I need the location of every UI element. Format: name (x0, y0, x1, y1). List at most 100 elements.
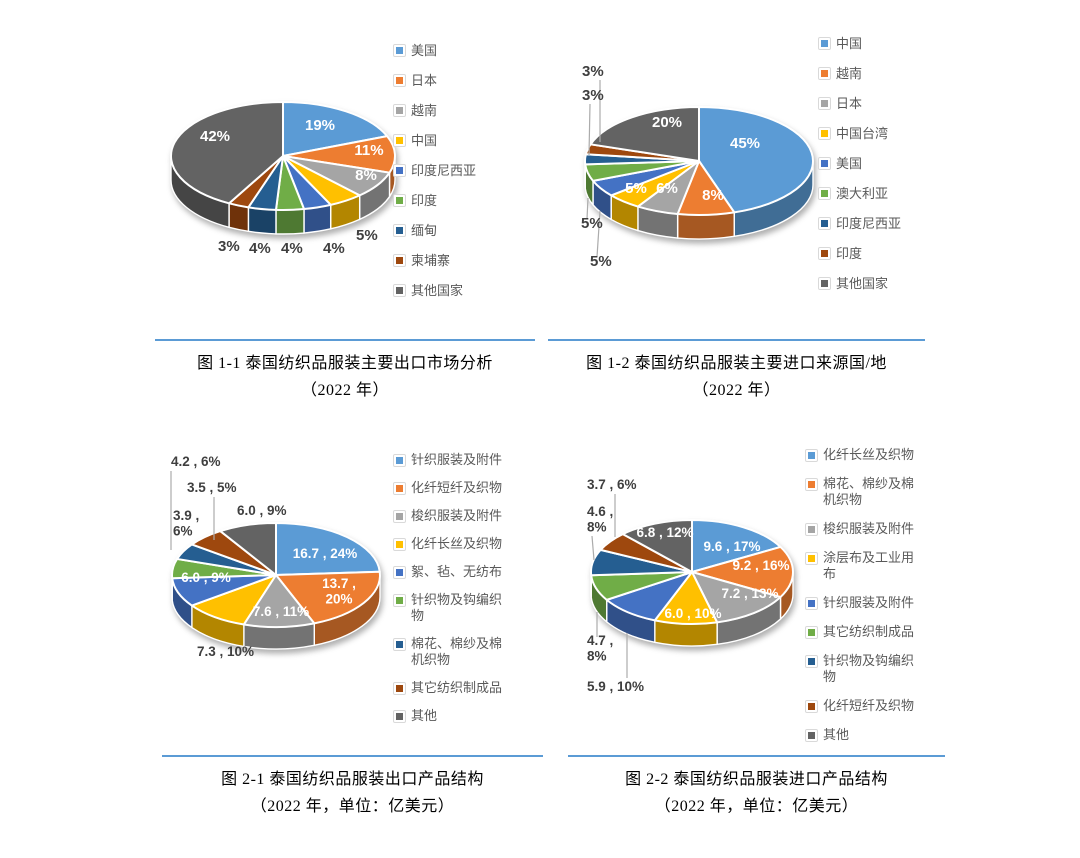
legend-key-icon (805, 478, 818, 491)
caption-subtitle: （2022 年，单位：亿美元） (250, 798, 455, 815)
legend-item: 日本 (393, 72, 523, 89)
legend-swatch (396, 167, 403, 174)
slice-label: 3% (582, 87, 604, 104)
slice-label: 3% (582, 63, 604, 80)
slice-label: 3% (218, 238, 240, 255)
legend-swatch (396, 137, 403, 144)
legend-key-icon (393, 164, 406, 177)
legend-item: 针织服装及附件 (393, 452, 507, 468)
legend-key-icon (393, 224, 406, 237)
legend-swatch (396, 257, 403, 264)
slice-label: 5% (625, 180, 647, 197)
slice-label: 13.7 , 20% (322, 576, 356, 607)
figure-1-1-chart-area: 19% 11% 8% 5% 4% 4% 4% 3% 42% 美国 日本 越南 中国 印度尼西亚 印度 缅甸柬… (140, 28, 555, 333)
legend-item: 其他 (805, 727, 919, 743)
caption-subtitle: （2022 年，单位：亿美元） (654, 798, 859, 815)
legend-swatch (821, 70, 828, 77)
legend-item: 针织服装及附件 (805, 595, 919, 611)
legend-item: 美国 (818, 155, 948, 172)
slice-label: 19% (305, 117, 335, 134)
legend-key-icon (393, 194, 406, 207)
legend-swatch (821, 130, 828, 137)
legend-key-icon (805, 729, 818, 742)
leader-line (596, 210, 601, 258)
legend-label: 针织服装及附件 (411, 452, 503, 467)
slice-label: 42% (200, 128, 230, 145)
legend-label: 针织物及钩编织物 (823, 653, 915, 684)
legend-label: 其它纺织制成品 (823, 624, 915, 639)
legend-label: 化纤短纤及织物 (411, 480, 503, 495)
legend-label: 针织服装及附件 (823, 595, 915, 610)
legend-item: 印度 (818, 245, 948, 262)
legend-swatch (821, 190, 828, 197)
legend-key-icon (393, 682, 406, 695)
legend-label: 日本 (411, 73, 438, 88)
pie-slice-side (676, 211, 735, 240)
legend-item: 越南 (818, 65, 948, 82)
pie-slice (621, 519, 693, 573)
legend-key-icon (393, 74, 406, 87)
legend-key-icon (393, 510, 406, 523)
slice-label: 7.6 , 11% (253, 604, 309, 619)
slice-label: 5% (590, 253, 612, 270)
figure-caption-1-2: 图 1-2 泰国纺织品服装主要进口来源国/地 （2022 年） (548, 339, 925, 404)
legend-key-icon (818, 67, 831, 80)
legend-item: 梭织服装及附件 (393, 508, 507, 524)
legend-swatch (808, 600, 815, 607)
legend-key-icon (805, 655, 818, 668)
legend-item: 澳大利亚 (818, 185, 948, 202)
caption-title: 图 2-2 泰国纺织品服装进口产品结构 (625, 771, 888, 788)
pie-slice (698, 106, 814, 214)
slice-label: 4% (249, 240, 271, 257)
legend-item: 柬埔寨 (393, 252, 523, 269)
slice-label: 7.3 , 10% (197, 644, 254, 659)
legend-label: 美国 (836, 156, 863, 171)
legend-item: 化纤长丝及织物 (805, 447, 919, 463)
legend-swatch (808, 555, 815, 562)
legend-label: 其他 (411, 708, 438, 723)
pie-slice (282, 101, 389, 157)
legend-item: 美国 (393, 42, 523, 59)
slice-label: 7.2 , 13% (721, 586, 778, 601)
legend-label: 越南 (411, 103, 438, 118)
slice-label: 6.0 , 9% (181, 570, 231, 585)
slice-label: 3.5 , 5% (187, 480, 237, 495)
legend-swatch (396, 227, 403, 234)
slice-label: 16.7 , 24% (293, 546, 358, 561)
legend-label: 针织物及钩编织物 (411, 592, 503, 623)
leader-line (591, 535, 595, 561)
pie-slice (242, 574, 316, 628)
legend-label: 其他国家 (836, 276, 889, 291)
legend-key-icon (818, 277, 831, 290)
legend-key-icon (805, 700, 818, 713)
legend-item: 中国 (818, 35, 948, 52)
legend-swatch (396, 485, 403, 492)
legend-swatch (396, 541, 403, 548)
slice-label: 6.8 , 12% (636, 525, 693, 540)
legend-item: 越南 (393, 102, 523, 119)
caption-subtitle: （2022 年） (300, 382, 389, 399)
legend-key-icon (393, 566, 406, 579)
legend-label: 印度尼西亚 (411, 163, 477, 178)
legend-item: 其它纺织制成品 (393, 680, 507, 696)
pie-chart-export-products: 16.7 , 24% 13.7 , 20% 7.6 , 11% 7.3 , 10% 6.0… (170, 454, 381, 659)
legend-item: 针织物及钩编织物 (805, 653, 919, 685)
pie-body (171, 522, 381, 650)
legend-item: 絮、毡、无纺布 (393, 564, 507, 580)
slice-label: 5% (356, 227, 378, 244)
legend-label: 化纤长丝及织物 (823, 447, 915, 462)
slice-label: 4% (323, 240, 345, 257)
legend-swatch (396, 713, 403, 720)
legend-swatch (396, 513, 403, 520)
legend-import-sources: 中国 越南 日本 中国台湾 美国 澳大利亚 印度尼西亚 印度 其他国家 (818, 35, 948, 292)
slice-label: 6.0 , 9% (237, 503, 287, 518)
legend-swatch (821, 220, 828, 227)
legend-label: 美国 (411, 43, 438, 58)
legend-label: 印度 (836, 246, 863, 261)
legend-item: 其他 (393, 708, 507, 724)
legend-key-icon (818, 157, 831, 170)
legend-item: 印度尼西亚 (818, 215, 948, 232)
caption-subtitle: （2022 年） (692, 382, 781, 399)
legend-label: 其他国家 (411, 283, 464, 298)
figure-2-2-chart-area: 9.6 , 17% 9.2 , 16% 7.2 , 13% 6.0 , 10% 5.9 … (560, 440, 980, 750)
